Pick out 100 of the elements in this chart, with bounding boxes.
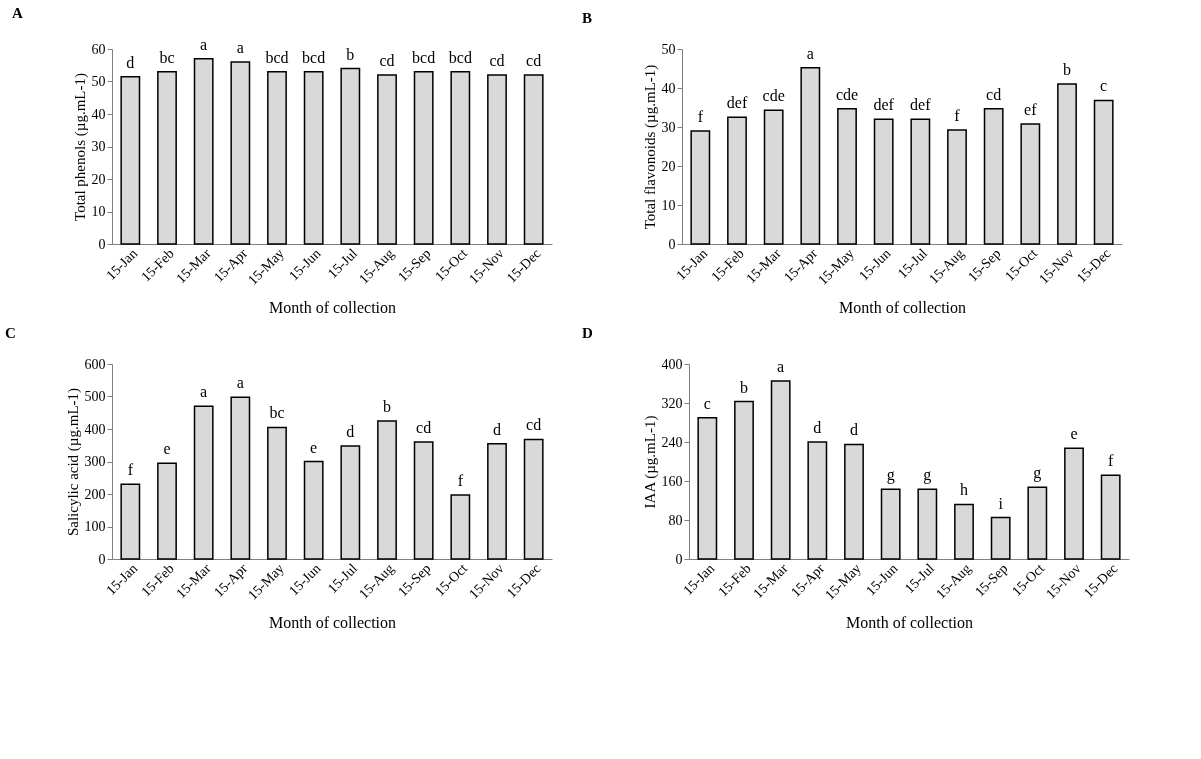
y-tick-label: 30 <box>661 119 676 135</box>
annotation: bcd <box>302 48 326 66</box>
annotation: d <box>126 53 135 71</box>
bar <box>770 380 791 560</box>
annotation: def <box>910 96 932 114</box>
annotation: f <box>697 107 704 125</box>
y-axis-title: Salicylic acid (µg.mL-1) <box>64 387 82 537</box>
bar <box>763 109 784 245</box>
annotation: cde <box>762 87 785 105</box>
y-tick-label: 200 <box>84 486 106 502</box>
annotation: b <box>346 45 355 63</box>
annotation: bc <box>269 404 285 422</box>
x-axis-title: Month of collection <box>838 298 967 316</box>
annotation: f <box>954 107 961 125</box>
bar <box>1093 99 1114 245</box>
annotation: g <box>886 466 895 485</box>
annotation: a <box>200 383 208 401</box>
chart-title: B <box>582 10 593 26</box>
annotation: bcd <box>412 48 436 66</box>
annotation: c <box>703 394 711 412</box>
bar <box>1064 447 1084 560</box>
annotation: d <box>850 421 858 439</box>
y-tick-label: 40 <box>91 106 106 122</box>
bar <box>413 441 434 560</box>
y-tick-label: 80 <box>668 512 683 528</box>
annotation: bcd <box>265 48 289 66</box>
bar <box>523 438 544 560</box>
y-tick-label: 300 <box>84 454 106 469</box>
bar <box>193 405 214 560</box>
annotation: a <box>777 358 785 376</box>
annotation: cd <box>526 52 542 69</box>
annotation: d <box>813 419 822 436</box>
y-tick-label: 10 <box>661 197 676 213</box>
y-tick-label: 20 <box>661 158 676 174</box>
annotation: cd <box>416 419 432 436</box>
annotation: i <box>998 494 1004 512</box>
y-tick-label: 240 <box>661 434 683 450</box>
bar <box>800 66 821 245</box>
annotation: cd <box>489 52 505 69</box>
annotation: e <box>310 438 318 456</box>
y-tick-label: 20 <box>91 171 106 187</box>
annotation: b <box>383 397 391 415</box>
annotation: cd <box>526 416 542 434</box>
annotation: g <box>923 466 932 485</box>
bar <box>727 116 747 245</box>
annotation: def <box>873 96 895 114</box>
bar <box>990 516 1011 560</box>
annotation: def <box>726 94 748 112</box>
y-tick-label: 320 <box>661 395 683 411</box>
bar <box>807 441 828 560</box>
chart-title: A <box>12 4 23 21</box>
x-axis-title: Month of collection <box>268 613 397 631</box>
y-tick-label: 40 <box>661 80 676 96</box>
annotation: bcd <box>448 48 472 66</box>
bar <box>267 71 287 245</box>
annotation: g <box>1033 464 1042 483</box>
bar <box>1057 83 1077 245</box>
annotation: a <box>200 35 208 53</box>
y-tick-label: 60 <box>91 41 106 57</box>
bar <box>157 71 177 245</box>
bar <box>837 107 857 245</box>
bar <box>157 462 177 560</box>
bar <box>983 107 1004 245</box>
bar <box>340 445 361 560</box>
bar <box>1100 474 1121 560</box>
annotation: e <box>163 440 171 458</box>
bar <box>303 71 324 245</box>
annotation: ef <box>1024 100 1038 118</box>
y-axis-title: IAA (µg.mL-1) <box>641 415 659 509</box>
bar <box>450 71 471 245</box>
bar <box>487 442 507 560</box>
bar <box>1020 123 1041 245</box>
bar <box>954 503 974 560</box>
annotation: b <box>1063 61 1071 79</box>
annotation: bc <box>159 48 175 66</box>
bar <box>947 129 967 245</box>
bar <box>697 416 718 560</box>
bar <box>193 58 214 245</box>
y-tick-label: 100 <box>84 519 106 534</box>
bar <box>1027 486 1048 560</box>
chart-title: C <box>5 325 16 341</box>
annotation: a <box>236 39 244 56</box>
y-axis-title: Total phenols (µg.mL-1) <box>71 73 89 221</box>
y-tick-label: 50 <box>661 41 676 57</box>
bar <box>230 396 251 560</box>
y-tick-label: 0 <box>98 551 106 567</box>
bar <box>690 130 711 245</box>
y-tick-label: 600 <box>84 356 106 372</box>
bar <box>340 67 361 245</box>
annotation: f <box>457 471 464 489</box>
bar <box>413 71 434 245</box>
annotation: b <box>740 378 748 396</box>
bar <box>880 488 901 560</box>
y-tick-label: 10 <box>91 204 106 219</box>
y-tick-label: 400 <box>661 356 683 372</box>
chart-title: D <box>582 325 593 341</box>
bar <box>377 74 397 245</box>
y-tick-label: 50 <box>91 74 106 89</box>
y-axis-title: Total flavonoids (µg.mL-1) <box>641 64 659 230</box>
x-axis-title: Month of collection <box>268 298 397 316</box>
